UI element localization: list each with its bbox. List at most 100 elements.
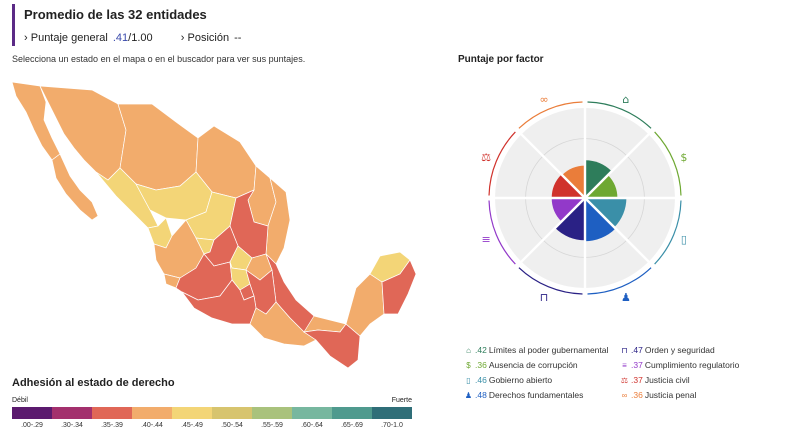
radar-outer-arc	[518, 101, 583, 129]
factor-name: Justicia penal	[644, 390, 697, 400]
factor-score: .37	[631, 375, 643, 385]
radar-slice-8	[562, 165, 585, 198]
factor-radar-chart[interactable]: ⌂ $ ▯ ♟ ⊓ ≡ ⚖ ∞	[470, 68, 700, 333]
legend-swatch	[172, 407, 212, 419]
mexico-states-map[interactable]	[0, 68, 440, 368]
summary-header: Promedio de las 32 entidades › Puntaje g…	[12, 4, 424, 46]
legend-scale-ends: Débil Fuerte	[12, 397, 412, 404]
instruction-text: Selecciona un estado en el mapa o en el …	[12, 54, 306, 64]
legend-bin-label: .45-.49	[181, 422, 203, 429]
factor-legend-item[interactable]: ⌂ .42 Límites al poder gubernamental	[464, 345, 608, 355]
factor-legend-item[interactable]: ≡ .37 Cumplimiento regulatorio	[620, 360, 739, 370]
legend-strong-label: Fuerte	[391, 397, 412, 404]
factor-score: .48	[475, 390, 487, 400]
government-building-icon: ⌂	[466, 346, 471, 355]
factor-name: Derechos fundamentales	[488, 390, 584, 400]
factor-name: Cumplimiento regulatorio	[644, 360, 740, 370]
legend-swatch	[52, 407, 92, 419]
people-icon: ♟	[621, 291, 631, 304]
legend-weak-label: Débil	[12, 397, 28, 404]
radar-divider	[584, 127, 656, 199]
legend-color-bar	[12, 407, 412, 419]
padlock-icon: ⊓	[621, 346, 628, 355]
radar-outer-arc	[587, 101, 652, 129]
legend-bin-label: .70-1.0	[381, 422, 403, 429]
scales-icon: ⚖	[620, 376, 629, 385]
government-building-icon: ⌂	[622, 93, 629, 106]
overall-score-label: Puntaje general	[30, 32, 108, 44]
money-bag-icon: $	[680, 151, 687, 164]
radar-slice-7	[551, 174, 585, 198]
overall-score-value: .41	[112, 32, 129, 44]
factor-score: .47	[631, 345, 643, 355]
factor-legend-item[interactable]: ⚖ .37 Justicia civil	[620, 375, 690, 385]
factor-name: Justicia civil	[644, 375, 690, 385]
factor-score: .36	[475, 360, 487, 370]
open-door-icon: ▯	[681, 233, 687, 246]
radar-divider	[584, 197, 656, 269]
legend-bin-label: .50-.54	[221, 422, 243, 429]
legend-bin-label: .35-.39	[101, 422, 123, 429]
radar-outer-arc	[488, 200, 516, 265]
legend-swatch	[292, 407, 332, 419]
radar-outer-arc	[518, 267, 583, 295]
state-baja-california-sur[interactable]	[51, 153, 99, 221]
radar-outer-arc	[488, 131, 516, 196]
legend-bin-label: .00-.29	[21, 422, 43, 429]
factor-score: .37	[631, 360, 643, 370]
factor-legend-item[interactable]: ⊓ .47 Orden y seguridad	[620, 345, 715, 355]
legend-swatch	[252, 407, 292, 419]
legend-bin-label: .30-.34	[61, 422, 83, 429]
factor-chart-title: Puntaje por factor	[458, 54, 544, 65]
factor-score: .42	[475, 345, 487, 355]
position-label: Posición	[187, 32, 230, 44]
page-title: Promedio de las 32 entidades	[24, 7, 207, 22]
state-sonora[interactable]	[39, 85, 127, 181]
state-sinaloa[interactable]	[95, 167, 159, 229]
chevron-right-icon: ›	[180, 32, 185, 44]
state-campeche[interactable]	[345, 273, 385, 337]
legend-swatch	[92, 407, 132, 419]
overall-score-max: /1.00	[128, 32, 153, 44]
factor-legend-item[interactable]: $ .36 Ausencia de corrupción	[464, 360, 578, 370]
position-value: --	[234, 32, 242, 44]
legend-swatch	[132, 407, 172, 419]
legend-bin-label: .40-.44	[141, 422, 163, 429]
factor-legend-item[interactable]: ∞ .36 Justicia penal	[620, 390, 697, 400]
radar-slice-1	[585, 160, 612, 198]
legend-swatch	[372, 407, 412, 419]
radar-divider	[514, 197, 586, 269]
factor-name: Orden y seguridad	[644, 345, 715, 355]
factor-name: Gobierno abierto	[488, 375, 553, 385]
radar-outer-arc	[654, 200, 682, 265]
people-icon: ♟	[464, 391, 473, 400]
legend-bin-label: .65-.69	[341, 422, 363, 429]
radar-slice-3	[585, 198, 627, 228]
radar-slice-6	[551, 198, 585, 222]
factor-legend-item[interactable]: ▯ .46 Gobierno abierto	[464, 375, 552, 385]
factor-name: Ausencia de corrupción	[488, 360, 578, 370]
factor-name: Límites al poder gubernamental	[488, 345, 609, 355]
state-guerrero[interactable]	[181, 279, 257, 325]
radar-slice-2	[585, 175, 618, 198]
handcuffs-icon: ∞	[540, 93, 549, 106]
chevron-right-icon: ›	[24, 32, 28, 44]
legend-bin-labels: .00-.29 .30-.34 .35-.39 .40-.44 .45-.49 .50-.…	[12, 422, 412, 429]
factor-score: .46	[475, 375, 487, 385]
radar-slice-4	[585, 198, 616, 242]
factor-legend-item[interactable]: ♟ .48 Derechos fundamentales	[464, 390, 583, 400]
radar-outer-arc	[654, 131, 682, 196]
state-quintana-roo[interactable]	[381, 259, 417, 315]
legend-title: Adhesión al estado de derecho	[12, 377, 175, 389]
radar-outer-arc	[587, 267, 652, 295]
open-door-icon: ▯	[466, 376, 471, 385]
radar-divider	[514, 127, 586, 199]
legend-swatch	[212, 407, 252, 419]
legend-bin-label: .60-.64	[301, 422, 323, 429]
clipboard-icon: ≡	[481, 233, 490, 246]
handcuffs-icon: ∞	[621, 391, 628, 400]
scales-icon: ⚖	[481, 151, 491, 164]
state-chihuahua[interactable]	[117, 103, 199, 191]
radar-slice-5	[555, 198, 585, 241]
factor-score: .36	[631, 390, 643, 400]
